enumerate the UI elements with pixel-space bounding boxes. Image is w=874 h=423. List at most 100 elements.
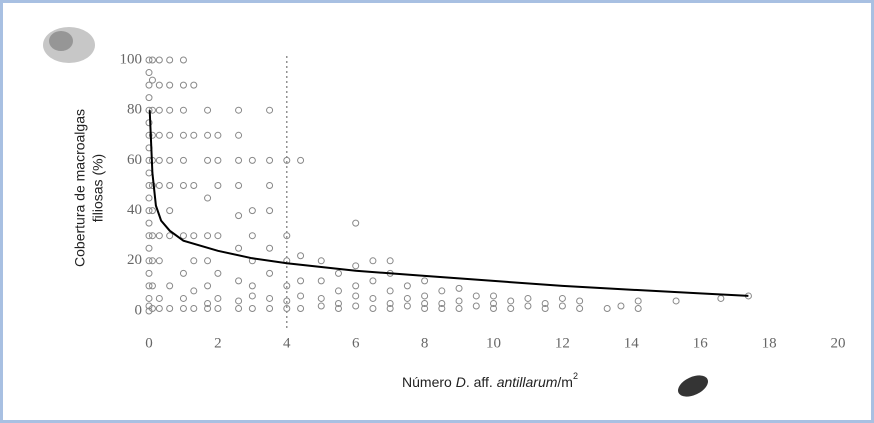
point [145,119,153,127]
point [166,131,174,139]
point [541,304,549,312]
x-tick-label: 16 [693,335,709,351]
point [145,69,153,77]
point [576,297,584,305]
point [155,106,163,114]
point [179,294,187,302]
point [145,257,153,265]
point [672,297,680,305]
point [248,282,256,290]
point [634,297,642,305]
point [386,257,394,265]
point [317,277,325,285]
point [455,284,463,292]
point [235,106,243,114]
x-label-part: antillarum [497,374,558,390]
point [421,299,429,307]
point [248,156,256,164]
point [155,131,163,139]
point [352,302,360,310]
x-tick-label: 8 [421,335,429,351]
point [190,287,198,295]
point [386,299,394,307]
x-tick-label: 12 [555,335,570,351]
point [204,257,212,265]
point [204,194,212,202]
point [235,244,243,252]
point [155,304,163,312]
point [145,282,153,290]
point [266,106,274,114]
point [369,304,377,312]
point [490,299,497,307]
point [317,294,325,302]
point [214,269,222,277]
point [248,292,256,300]
chart: Cobertura de macroalgas filiosas (%) Núm… [43,27,846,397]
point [283,156,291,164]
point [472,302,480,310]
point [155,257,163,265]
point [386,287,394,295]
point [369,277,377,285]
point [266,269,274,277]
x-tick-label: 4 [283,335,291,351]
point [248,207,256,215]
point [145,182,153,189]
point [421,292,429,300]
point [179,131,187,139]
point [490,304,497,312]
point [352,292,360,300]
y-tick-label: 0 [135,302,143,318]
point [166,182,174,189]
y-tick-label: 80 [127,102,142,118]
point [235,182,243,189]
point [145,194,153,202]
point [145,169,153,177]
point [204,304,212,312]
point [455,304,463,312]
point [438,304,446,312]
point [179,156,187,164]
point [145,244,153,252]
point [214,156,222,164]
point [524,294,532,302]
point [148,282,156,290]
point [266,304,274,312]
x-axis-label: Número D. aff. antillarum/m2 [402,371,578,389]
x-label-part: /m [557,374,573,390]
point [148,232,156,240]
point [472,292,480,300]
point [334,304,342,312]
y-tick-label: 40 [127,202,142,218]
point [558,294,566,302]
point [283,232,291,240]
point [369,294,377,302]
point [204,156,212,164]
y-tick-label: 100 [120,51,143,67]
y-axis-label-line: filiosas (%) [90,154,106,222]
point [235,297,243,305]
point [352,282,360,290]
point [297,304,305,312]
x-tick-label: 2 [214,335,222,351]
point [155,156,163,164]
point [155,294,163,302]
point [179,269,187,277]
point [403,294,411,302]
point [438,287,446,295]
point [558,302,566,310]
point [438,299,446,307]
point [190,131,198,139]
point [334,299,342,307]
point [190,182,198,189]
point [235,304,243,312]
point [634,304,642,312]
point [166,156,174,164]
point [166,282,174,290]
point [155,232,163,240]
point [179,232,187,240]
point [421,277,429,285]
point [266,244,274,252]
